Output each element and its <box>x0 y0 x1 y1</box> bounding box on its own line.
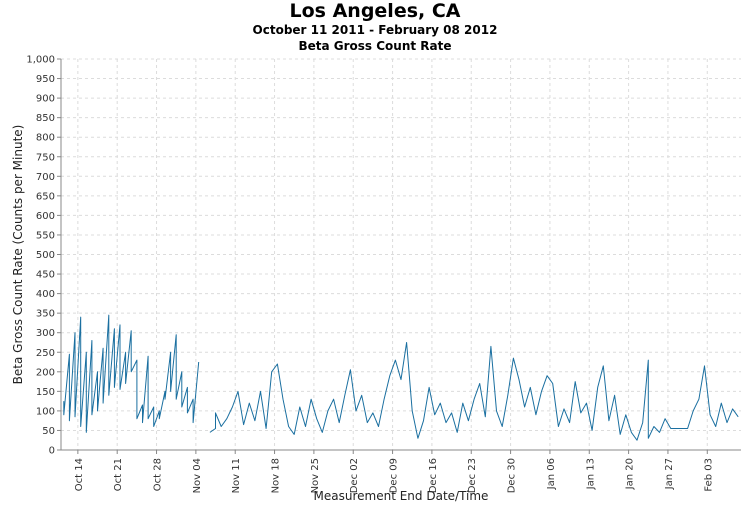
x-tick-label: Jan 13 <box>585 458 596 490</box>
y-tick-label: 900 <box>36 94 55 105</box>
x-tick-label: Nov 18 <box>271 458 282 493</box>
y-tick-label: 100 <box>36 406 55 417</box>
x-tick-label: Oct 14 <box>74 458 85 491</box>
y-tick-label: 250 <box>36 348 55 359</box>
y-tick-label: 800 <box>36 133 55 144</box>
y-tick-label: 550 <box>36 230 55 241</box>
x-tick-label: Dec 16 <box>428 458 439 493</box>
y-tick-label: 950 <box>36 74 55 85</box>
y-tick-label: 700 <box>36 172 55 183</box>
y-tick-label: 650 <box>36 191 55 202</box>
x-tick-label: Dec 23 <box>467 458 478 493</box>
y-tick-label: 450 <box>36 270 55 281</box>
x-tick-label: Jan 27 <box>664 458 675 490</box>
y-tick-label: 0 <box>49 446 55 457</box>
chart-title: Los Angeles, CA <box>289 0 461 22</box>
y-tick-label: 1,000 <box>26 55 55 66</box>
x-tick-label: Oct 21 <box>113 458 124 491</box>
x-tick-label: Nov 11 <box>231 458 242 493</box>
y-tick-label: 600 <box>36 211 55 222</box>
y-tick-label: 850 <box>36 113 55 124</box>
x-tick-label: Oct 28 <box>153 458 164 491</box>
y-tick-label: 300 <box>36 328 55 339</box>
x-tick-label: Nov 25 <box>310 458 321 493</box>
y-tick-label: 200 <box>36 367 55 378</box>
y-axis-label: Beta Gross Count Rate (Counts per Minute… <box>11 125 25 385</box>
y-tick-label: 400 <box>36 289 55 300</box>
chart-subtitle-measure: Beta Gross Count Rate <box>298 39 452 53</box>
y-tick-label: 350 <box>36 309 55 320</box>
x-tick-label: Feb 03 <box>703 458 714 492</box>
y-tick-label: 500 <box>36 250 55 261</box>
chart-subtitle-dates: October 11 2011 - February 08 2012 <box>252 23 498 37</box>
series-line-segment <box>63 314 200 433</box>
x-tick-label: Jan 20 <box>625 458 636 490</box>
x-tick-label: Jan 06 <box>546 458 557 490</box>
x-axis-label: Measurement End Date/Time <box>314 489 489 503</box>
series-line-segment <box>209 342 739 441</box>
x-tick-label: Dec 09 <box>389 458 400 493</box>
y-tick-label: 150 <box>36 387 55 398</box>
x-tick-label: Dec 30 <box>507 458 518 493</box>
y-tick-label: 50 <box>42 426 55 437</box>
x-tick-label: Nov 04 <box>192 458 203 493</box>
y-tick-label: 750 <box>36 152 55 163</box>
x-tick-label: Dec 02 <box>349 458 360 493</box>
